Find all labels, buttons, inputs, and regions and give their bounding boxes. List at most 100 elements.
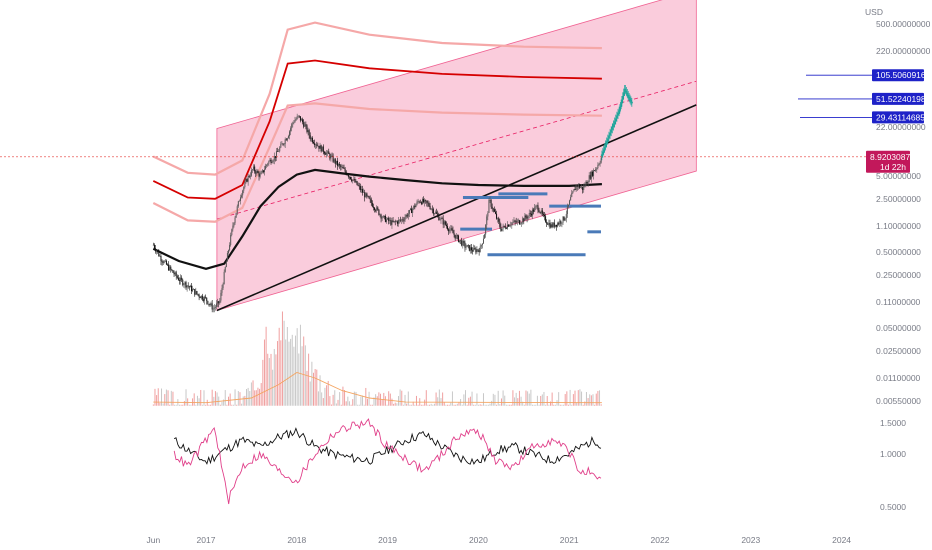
- price-candle-body: [193, 289, 195, 290]
- price-candle-body: [207, 300, 209, 305]
- price-candle-body: [236, 206, 238, 213]
- price-candle-body: [558, 223, 560, 225]
- price-candle-body: [587, 182, 589, 184]
- volume-bar: [196, 395, 198, 406]
- price-candle-body: [209, 304, 211, 305]
- price-candle-body: [378, 209, 380, 215]
- price-candle-body: [512, 222, 514, 223]
- volume-bar: [463, 394, 465, 406]
- price-candle-body: [359, 186, 361, 191]
- price-candle-body: [425, 199, 427, 201]
- price-candle-body: [442, 218, 444, 225]
- price-candle-body: [217, 301, 219, 304]
- price-candle-body: [157, 251, 159, 252]
- volume-bar: [523, 404, 525, 406]
- volume-bar: [283, 320, 285, 406]
- price-candles: [152, 113, 602, 313]
- price-candle-body: [510, 224, 512, 226]
- volume-bar: [183, 401, 185, 406]
- currency-label: USD: [865, 7, 883, 17]
- projection-candles: [600, 85, 633, 161]
- volume-bar: [231, 404, 233, 406]
- price-candle-body: [476, 249, 478, 253]
- price-candle-body: [163, 261, 165, 263]
- volume-bar: [376, 396, 378, 406]
- volume-bar: [566, 391, 568, 406]
- price-candle-body: [527, 215, 529, 219]
- price-candle-body: [192, 289, 194, 292]
- volume-bar: [409, 404, 411, 406]
- price-candle-body: [532, 209, 534, 216]
- price-candle-body: [331, 155, 333, 157]
- volume-bar: [567, 404, 569, 406]
- volume-bar: [461, 404, 463, 406]
- price-candle-body: [574, 189, 576, 191]
- price-axis-tick-5: 22.00000000: [876, 122, 926, 132]
- price-candle-body: [417, 201, 419, 203]
- volume-bar: [370, 404, 372, 406]
- price-candle-body: [496, 213, 498, 219]
- volume-bar: [401, 390, 403, 406]
- volume-bar: [241, 403, 243, 406]
- price-candle-body: [554, 224, 556, 227]
- volume-bar: [195, 404, 197, 406]
- projection-candle-body: [622, 92, 625, 97]
- price-candle-body: [576, 185, 578, 187]
- price-candle-body: [195, 291, 197, 295]
- price-candle-body: [599, 162, 601, 165]
- price-candle-body: [262, 170, 264, 173]
- price-candle-body: [424, 199, 426, 203]
- price-candle-body: [445, 224, 447, 227]
- price-candle-body: [521, 222, 523, 224]
- price-candle-body: [156, 251, 158, 252]
- price-candle-body: [596, 167, 598, 170]
- price-candle-body: [315, 144, 317, 146]
- price-candle-body: [542, 213, 544, 215]
- price-candle-body: [294, 120, 296, 123]
- price-candle-body: [467, 245, 469, 246]
- price-candle-body: [255, 171, 257, 174]
- price-candle-body: [350, 176, 352, 180]
- trendline-line: [216, 104, 697, 312]
- price-candle-body: [336, 160, 338, 166]
- price-candle-body: [332, 155, 334, 162]
- price-candle-body: [170, 266, 172, 270]
- projection-candle-body: [621, 96, 624, 100]
- price-candle-body: [299, 116, 301, 121]
- current-price-countdown: 1d 22h: [880, 162, 906, 172]
- price-candle-body: [572, 191, 574, 194]
- price-candle-body: [298, 115, 300, 117]
- volume-bar: [221, 401, 223, 406]
- price-candle-body: [553, 222, 555, 227]
- price-candle-body: [183, 284, 185, 286]
- price-candle-body: [189, 285, 191, 288]
- volume-bar: [322, 398, 324, 406]
- price-candle-body: [343, 168, 345, 169]
- price-candle-body: [456, 235, 458, 237]
- price-candle-body: [513, 220, 515, 223]
- price-candle-body: [571, 193, 573, 198]
- price-candle-body: [482, 238, 484, 244]
- price-candle-body: [282, 143, 284, 145]
- volume-bar: [208, 404, 210, 406]
- volume-bar: [584, 401, 586, 406]
- volume-bar: [348, 401, 350, 406]
- price-axis[interactable]: 500.00000000 220.00000000 22.00000000 5.000…: [876, 19, 931, 512]
- volume-bar: [432, 404, 434, 406]
- volume-bar: [411, 404, 413, 406]
- price-candle-body: [284, 139, 286, 145]
- volume-bar: [543, 391, 545, 406]
- price-candle-body: [311, 137, 313, 143]
- price-candle-body: [269, 159, 271, 162]
- time-axis[interactable]: Jun 2017 2018 2019 2020 2021 2022 2023 2024: [146, 535, 851, 545]
- price-candle-body: [578, 184, 580, 188]
- price-candle-body: [573, 189, 575, 192]
- price-candle-body: [272, 160, 274, 163]
- price-candle-body: [383, 215, 385, 217]
- price-candle-body: [440, 218, 442, 220]
- volume-bar: [549, 401, 551, 406]
- price-candle-body: [241, 195, 243, 198]
- price-candle-body: [514, 220, 516, 222]
- price-candle-body: [582, 186, 584, 191]
